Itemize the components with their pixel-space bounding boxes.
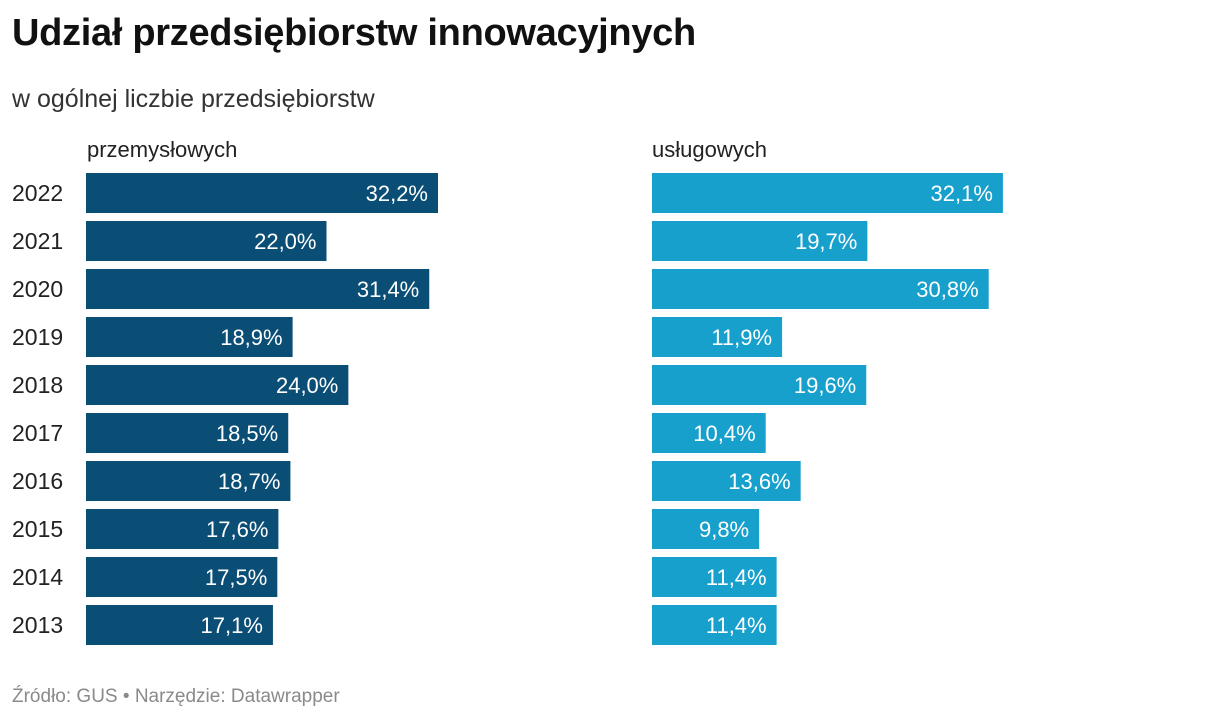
value-label-przemyslowych-2014: 17,5% bbox=[205, 565, 267, 590]
year-label-2016: 2016 bbox=[12, 468, 63, 494]
value-label-przemyslowych-2016: 18,7% bbox=[218, 469, 280, 494]
chart-subtitle: w ogólnej liczbie przedsiębiorstw bbox=[12, 85, 375, 113]
value-label-uslugowych-2016: 13,6% bbox=[728, 469, 790, 494]
year-label-2020: 2020 bbox=[12, 276, 63, 302]
year-label-2014: 2014 bbox=[12, 564, 63, 590]
year-label-2022: 2022 bbox=[12, 180, 63, 206]
panel-title-uslugowych: usługowych bbox=[652, 137, 767, 162]
year-label-2019: 2019 bbox=[12, 324, 63, 350]
panel-title-przemyslowych: przemysłowych bbox=[87, 137, 238, 162]
year-label-2015: 2015 bbox=[12, 516, 63, 542]
bar-uslugowych-2022 bbox=[652, 173, 1003, 213]
value-label-przemyslowych-2022: 32,2% bbox=[366, 181, 428, 206]
chart-title: Udział przedsiębiorstw innowacyjnych bbox=[12, 12, 696, 54]
bar-uslugowych-2017 bbox=[652, 413, 766, 453]
value-label-uslugowych-2022: 32,1% bbox=[931, 181, 993, 206]
bar-uslugowych-2016 bbox=[652, 461, 801, 501]
value-label-przemyslowych-2017: 18,5% bbox=[216, 421, 278, 446]
source-text: Źródło: GUS bbox=[12, 686, 118, 707]
value-label-uslugowych-2019: 11,9% bbox=[711, 325, 772, 350]
value-label-uslugowych-2014: 11,4% bbox=[706, 565, 767, 590]
year-label-2018: 2018 bbox=[12, 372, 63, 398]
bar-uslugowych-2020 bbox=[652, 269, 989, 309]
bar-przemyslowych-2018 bbox=[86, 365, 349, 405]
bar-przemyslowych-2014 bbox=[86, 557, 278, 597]
bar-przemyslowych-2017 bbox=[86, 413, 289, 453]
value-label-uslugowych-2017: 10,4% bbox=[693, 421, 755, 446]
bar-przemyslowych-2013 bbox=[86, 605, 273, 645]
bar-uslugowych-2021 bbox=[652, 221, 868, 261]
bar-przemyslowych-2020 bbox=[86, 269, 430, 309]
year-label-2017: 2017 bbox=[12, 420, 63, 446]
bar-chart: 2022 2021 2020 2019 2018 2017 2016 2015 2014 2013… bbox=[12, 173, 1003, 645]
year-label-2013: 2013 bbox=[12, 612, 63, 638]
bar-przemyslowych-2016 bbox=[86, 461, 291, 501]
bar-przemyslowych-2021 bbox=[86, 221, 327, 261]
bar-uslugowych-2013 bbox=[652, 605, 777, 645]
footer-separator: • bbox=[122, 686, 130, 707]
bar-przemyslowych-2022 bbox=[86, 173, 438, 213]
value-label-przemyslowych-2018: 24,0% bbox=[276, 373, 338, 398]
value-label-przemyslowych-2013: 17,1% bbox=[201, 613, 263, 638]
chart-footer: Źródło: GUS • Narzędzie: Datawrapper bbox=[12, 686, 340, 708]
bar-uslugowych-2019 bbox=[652, 317, 783, 357]
year-label-2021: 2021 bbox=[12, 228, 63, 254]
value-label-przemyslowych-2015: 17,6% bbox=[206, 517, 268, 542]
value-label-uslugowych-2015: 9,8% bbox=[699, 517, 749, 542]
value-label-uslugowych-2018: 19,6% bbox=[794, 373, 856, 398]
bar-uslugowych-2015 bbox=[652, 509, 760, 549]
bar-przemyslowych-2019 bbox=[86, 317, 293, 357]
value-label-przemyslowych-2019: 18,9% bbox=[220, 325, 282, 350]
value-label-przemyslowych-2020: 31,4% bbox=[357, 277, 419, 302]
bar-uslugowych-2018 bbox=[652, 365, 867, 405]
value-label-uslugowych-2013: 11,4% bbox=[706, 613, 767, 638]
tool-text: Narzędzie: Datawrapper bbox=[134, 686, 340, 707]
value-label-uslugowych-2021: 19,7% bbox=[795, 229, 857, 254]
value-label-uslugowych-2020: 30,8% bbox=[916, 277, 978, 302]
value-label-przemyslowych-2021: 22,0% bbox=[254, 229, 316, 254]
bar-uslugowych-2014 bbox=[652, 557, 777, 597]
bar-przemyslowych-2015 bbox=[86, 509, 279, 549]
